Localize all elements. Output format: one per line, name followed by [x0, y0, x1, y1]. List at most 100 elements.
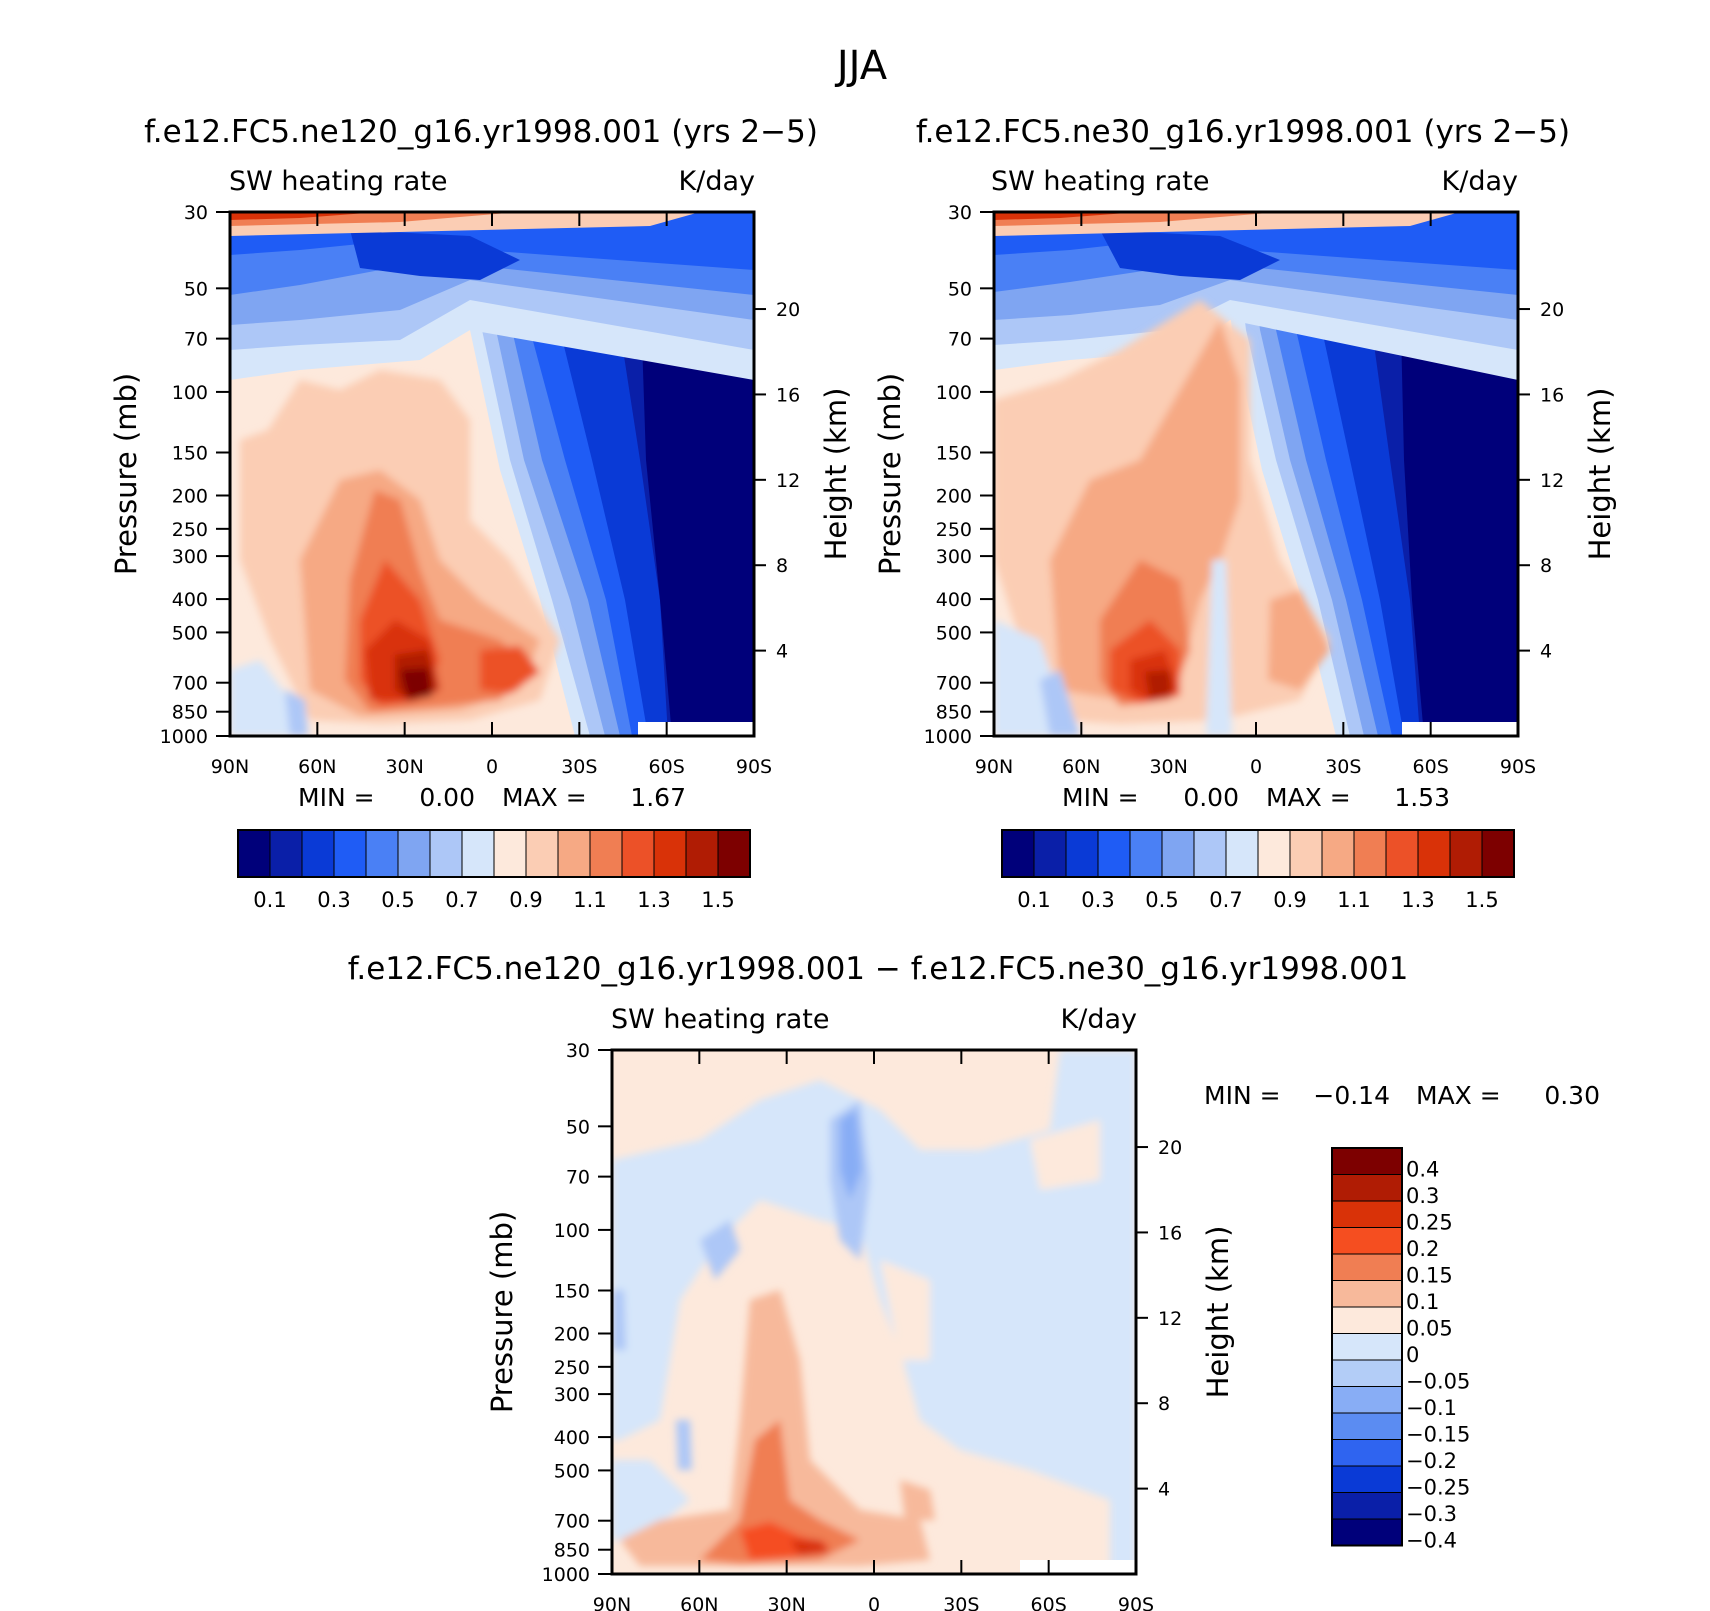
- y-tick-label: 200: [554, 1323, 590, 1345]
- y-tick-label: 150: [936, 443, 972, 465]
- y-tick-label: 850: [936, 702, 972, 724]
- y-tick-label: 50: [566, 1116, 590, 1138]
- colorbar-swatch: [301, 829, 335, 878]
- y-tick-label: 700: [554, 1511, 590, 1533]
- panel-title: f.e12.FC5.ne120_g16.yr1998.001 (yrs 2−5): [144, 114, 818, 150]
- figure-title: JJA: [834, 43, 888, 89]
- y-tick-label: 100: [936, 382, 972, 404]
- colorbar-swatch: [1033, 829, 1067, 878]
- x-tick-label: 30N: [1149, 756, 1187, 778]
- colorbar-label: −0.05: [1406, 1370, 1470, 1394]
- colorbar-swatch: [525, 829, 559, 878]
- missing-data-patch: [1020, 1560, 1136, 1574]
- colorbar-swatch: [1129, 829, 1163, 878]
- colorbar-label: 0.25: [1406, 1211, 1453, 1235]
- colorbar-label: 0.05: [1406, 1317, 1453, 1341]
- y-tick-label: 50: [184, 278, 208, 300]
- panel-title: f.e12.FC5.ne120_g16.yr1998.001 − f.e12.F…: [348, 951, 1409, 987]
- colorbar: 0.1 0.3 0.5 0.7 0.9 1.1 1.3 1.5: [237, 829, 751, 912]
- colorbar-swatch: [1001, 829, 1035, 878]
- height-tick-label: 16: [1158, 1222, 1182, 1244]
- contour-region: [900, 1480, 935, 1520]
- colorbar-label: 0: [1406, 1343, 1419, 1367]
- y-tick-label: 70: [566, 1167, 590, 1189]
- colorbar-label: −0.3: [1406, 1502, 1457, 1526]
- max-label: MAX =: [1416, 1081, 1501, 1110]
- x-tick-label: 60N: [680, 1594, 718, 1611]
- x-tick-label: 30S: [943, 1594, 979, 1611]
- y-tick-label: 200: [172, 485, 208, 507]
- colorbar-label: −0.2: [1406, 1449, 1457, 1473]
- x-axis: 90N 60N 30N 0 30S 60S 90S: [975, 212, 1536, 778]
- height-tick-label: 16: [776, 384, 800, 406]
- height-tick-label: 4: [1540, 641, 1552, 663]
- x-tick-label: 60N: [298, 756, 336, 778]
- y-tick-label: 50: [948, 278, 972, 300]
- height-tick-label: 8: [1158, 1393, 1170, 1415]
- colorbar-swatch: [1331, 1333, 1403, 1361]
- x-tick-label: 0: [868, 1594, 880, 1611]
- colorbar-swatch: [1331, 1147, 1403, 1175]
- y-tick-label: 400: [172, 589, 208, 611]
- y-tick-label: 500: [172, 622, 208, 644]
- contour-region: [285, 690, 308, 736]
- contour-region: [700, 1220, 740, 1280]
- contour-region: [230, 212, 380, 220]
- colorbar-label: 1.1: [573, 888, 606, 912]
- colorbar-label: 0.3: [317, 888, 350, 912]
- x-tick-label: 90N: [211, 756, 249, 778]
- colorbar-frame: [237, 829, 751, 878]
- colorbar-label: 0.1: [253, 888, 286, 912]
- colorbar-swatch: [621, 829, 655, 878]
- colorbar-swatch: [237, 829, 271, 878]
- colorbar-swatch: [1417, 829, 1451, 878]
- x-tick-label: 0: [1250, 756, 1262, 778]
- y-tick-label: 500: [936, 622, 972, 644]
- y-tick-label: 150: [172, 443, 208, 465]
- colorbar-label: 0.4: [1406, 1158, 1439, 1182]
- colorbar-swatch: [1161, 829, 1195, 878]
- height-axis: 20 16 12 8 4: [754, 299, 800, 663]
- panel-ne30: f.e12.FC5.ne30_g16.yr1998.001 (yrs 2−5) …: [873, 114, 1617, 912]
- colorbar-swatch: [653, 829, 687, 878]
- contour-region: [1100, 230, 1280, 280]
- colorbar-swatch: [589, 829, 623, 878]
- left-string: SW heating rate: [611, 1004, 829, 1035]
- x-axis: 90N 60N 30N 0 30S 60S 90S: [593, 1050, 1154, 1611]
- colorbar-swatch: [1331, 1492, 1403, 1520]
- y-tick-label: 30: [184, 202, 208, 224]
- x-tick-label: 90N: [593, 1594, 631, 1611]
- y-tick-label: 300: [554, 1384, 590, 1406]
- contour-region: [480, 646, 540, 694]
- height-tick-label: 12: [1540, 470, 1564, 492]
- contour-region: [612, 1050, 1136, 1574]
- colorbar-swatch: [1331, 1359, 1403, 1387]
- height-axis: 20 16 12 8 4: [1518, 299, 1564, 663]
- colorbar-label: 0.7: [445, 888, 478, 912]
- contour-region: [1145, 670, 1172, 700]
- contour-region: [400, 668, 432, 700]
- x-tick-label: 30S: [561, 756, 597, 778]
- height-tick-label: 20: [1158, 1137, 1182, 1159]
- height-tick-label: 20: [1540, 299, 1564, 321]
- colorbar-swatch: [461, 829, 495, 878]
- y-tick-label: 1000: [924, 726, 972, 748]
- min-value: 0.00: [419, 783, 475, 812]
- x-tick-label: 60S: [1031, 1594, 1067, 1611]
- x-tick-label: 30N: [385, 756, 423, 778]
- panel-ne120: f.e12.FC5.ne120_g16.yr1998.001 (yrs 2−5)…: [109, 114, 853, 912]
- contour-region: [1030, 1120, 1100, 1190]
- x-tick-label: 90N: [975, 756, 1013, 778]
- colorbar-swatch: [685, 829, 719, 878]
- colorbar-swatch: [1449, 829, 1483, 878]
- right-string: K/day: [1061, 1004, 1137, 1035]
- contour-field: [994, 212, 1518, 736]
- colorbar-swatch: [1331, 1174, 1403, 1202]
- colorbar-label: 1.1: [1337, 888, 1370, 912]
- colorbar-swatch: [1331, 1465, 1403, 1493]
- contour-field: [230, 212, 754, 736]
- y-tick-label: 150: [554, 1281, 590, 1303]
- colorbar-label: 0.3: [1081, 888, 1114, 912]
- colorbar-label: 1.5: [701, 888, 734, 912]
